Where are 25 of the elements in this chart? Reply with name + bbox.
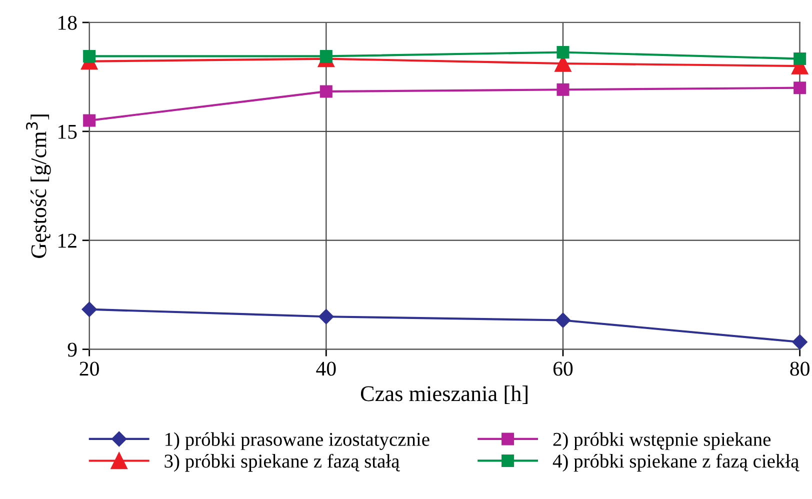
y-tick-label: 9	[68, 342, 77, 357]
legend-label: 1) próbki prasowane izostatycznie	[166, 432, 430, 450]
point	[83, 114, 96, 127]
point	[792, 334, 808, 350]
y-axis-title: Gęstość [g/cm$^{3}$]	[26, 114, 51, 258]
point	[794, 52, 806, 66]
point	[82, 302, 97, 317]
x-tick-label: 20	[80, 362, 99, 376]
point	[556, 46, 570, 58]
point	[794, 82, 806, 94]
point	[555, 312, 571, 328]
point	[320, 85, 332, 98]
legend-label: 4) próbki spiekane z fazą ciekłą	[552, 454, 800, 472]
x-tick-label: 80	[790, 362, 810, 376]
point	[318, 309, 334, 324]
legend-label: 3) próbki spiekane z fazą stałą	[164, 454, 400, 472]
point	[83, 50, 96, 62]
y-tick-label: 18	[58, 16, 77, 30]
x-tick-label: 40	[316, 362, 336, 376]
legend-label: 2) próbki wstępnie spiekane	[553, 432, 771, 450]
point	[556, 83, 570, 96]
x-tick-label: 60	[553, 362, 573, 376]
y-tick-label: 12	[58, 234, 76, 248]
x-axis-title: Czas mieszania [h]	[360, 386, 528, 404]
y-tick-label: 15	[58, 124, 77, 139]
